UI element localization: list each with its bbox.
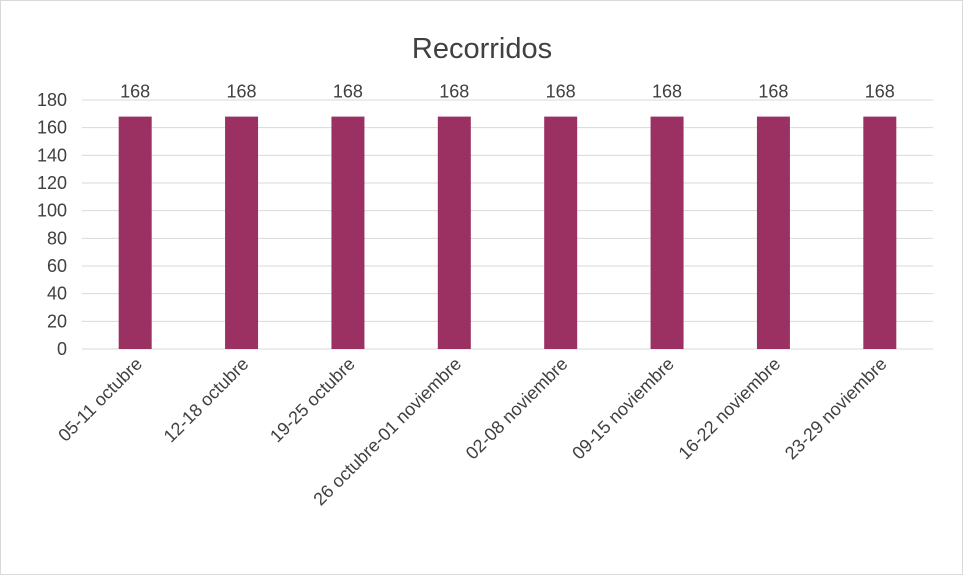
bar [756, 116, 790, 349]
bar [437, 116, 471, 349]
x-tick-label: 16-22 noviembre [675, 354, 785, 464]
y-tick-label: 0 [57, 339, 67, 359]
bar [544, 116, 578, 349]
x-tick-label: 02-08 noviembre [462, 354, 572, 464]
bar [863, 116, 897, 349]
data-label: 168 [439, 82, 469, 102]
y-tick-label: 180 [37, 90, 67, 110]
y-tick-label: 140 [37, 145, 67, 165]
bars [118, 116, 897, 349]
gridlines [82, 99, 933, 350]
y-tick-label: 20 [47, 311, 67, 331]
data-label: 168 [865, 82, 895, 102]
chart-title: Recorridos [412, 33, 552, 65]
y-tick-label: 120 [37, 173, 67, 193]
y-tick-label: 100 [37, 201, 67, 221]
y-tick-label: 80 [47, 228, 67, 248]
data-labels: 168 168 168 168 168 168 168 168 [120, 82, 895, 102]
data-label: 168 [227, 82, 257, 102]
bar [331, 116, 365, 349]
y-axis-ticks: 0 20 40 60 80 100 120 140 160 180 [37, 90, 67, 359]
bar [118, 116, 152, 349]
data-label: 168 [120, 82, 150, 102]
x-axis-ticks: 05-11 octubre 12-18 octubre 19-25 octubre 2… [54, 354, 890, 510]
data-label: 168 [652, 82, 682, 102]
data-label: 168 [546, 82, 576, 102]
y-tick-label: 40 [47, 284, 67, 304]
data-label: 168 [333, 82, 363, 102]
x-tick-label: 05-11 octubre [54, 354, 146, 446]
data-label: 168 [758, 82, 788, 102]
x-tick-label: 19-25 octubre [266, 354, 359, 447]
bar [225, 116, 259, 349]
x-tick-label: 23-29 noviembre [781, 354, 891, 464]
y-tick-label: 160 [37, 118, 67, 138]
x-tick-label: 12-18 octubre [160, 354, 253, 447]
y-tick-label: 60 [47, 256, 67, 276]
x-tick-label: 09-15 noviembre [568, 354, 678, 464]
bar [650, 116, 684, 349]
